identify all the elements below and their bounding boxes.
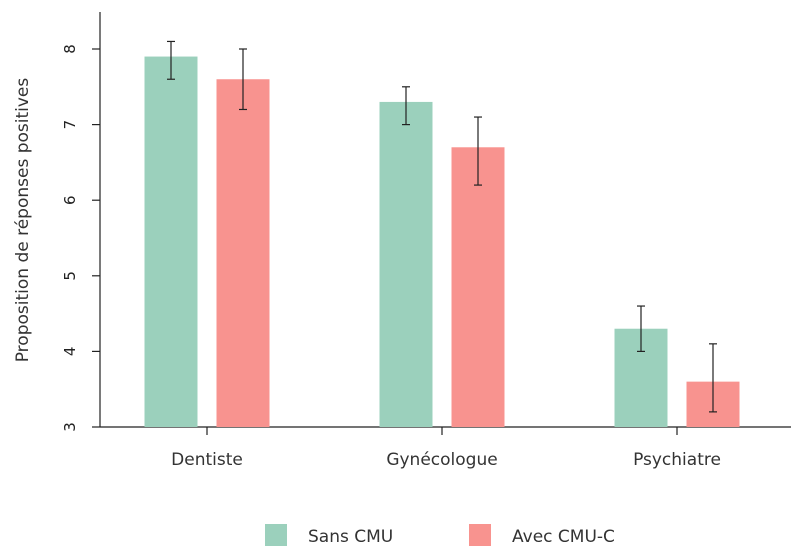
x-tick-label: Gynécologue: [386, 450, 497, 470]
legend: Sans CMU Avec CMU-C: [265, 524, 615, 546]
y-tick-label: 8: [61, 44, 79, 54]
legend-label: Sans CMU: [308, 527, 393, 546]
y-axis-ticks: 3 4 5 6 7 8: [61, 44, 100, 432]
bar-sans-cmu-dentiste: [145, 57, 198, 427]
legend-swatch: [469, 524, 491, 546]
x-tick-label: Psychiatre: [633, 450, 721, 470]
axes: [100, 12, 791, 427]
bars: [145, 57, 740, 427]
y-tick-label: 6: [61, 195, 79, 205]
bar-avec-cmu-c-gynecologue: [452, 147, 505, 427]
legend-swatch: [265, 524, 287, 546]
y-tick-label: 5: [61, 271, 79, 281]
legend-label: Avec CMU-C: [512, 527, 615, 546]
y-tick-label: 3: [61, 422, 79, 432]
y-tick-label: 7: [61, 120, 79, 130]
bar-sans-cmu-gynecologue: [380, 102, 433, 427]
y-axis-label: Proposition de réponses positives: [13, 78, 33, 363]
x-axis-ticks: Dentiste Gynécologue Psychiatre: [171, 427, 721, 470]
bar-avec-cmu-c-dentiste: [217, 79, 270, 427]
y-tick-label: 4: [61, 347, 79, 357]
x-tick-label: Dentiste: [171, 450, 243, 470]
